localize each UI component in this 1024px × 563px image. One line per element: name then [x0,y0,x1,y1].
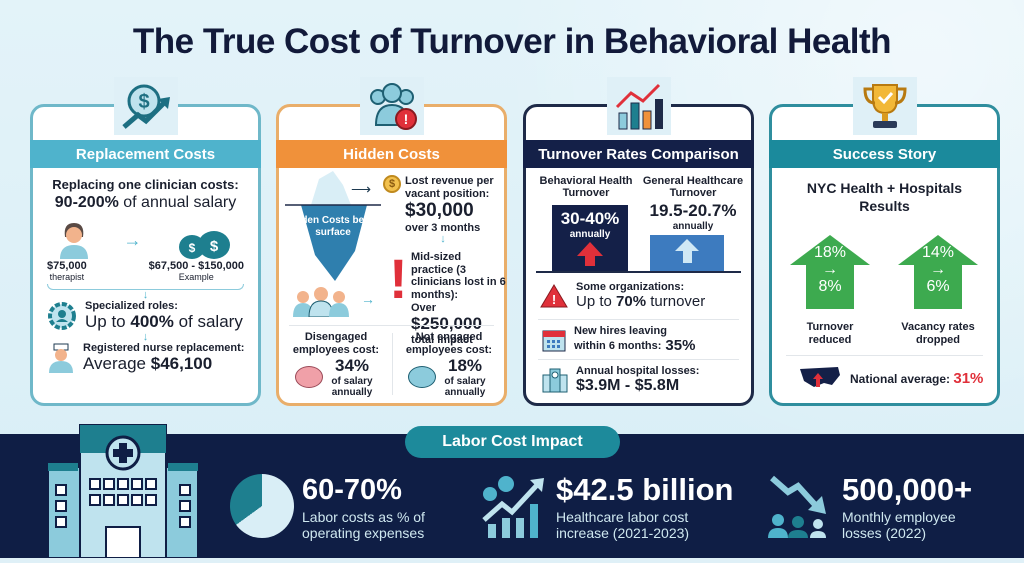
calendar-icon [542,330,566,351]
pie-chart-icon [230,474,294,538]
trophy-icon [852,77,917,135]
svg-text:$: $ [188,241,195,255]
arrow-down-icon: ↓ [142,289,149,301]
nurse-value: Average $46,100 [83,354,213,373]
clinicians-icon [291,285,351,322]
svg-text:!: ! [552,292,556,307]
labor-stat-2: $42.5 billion Healthcare labor cost incre… [556,472,734,542]
vacancy-dropped-arrow: 14% → 6% [898,235,978,309]
turnover-rates-header: Turnover Rates Comparison [523,140,754,168]
success-org: NYC Health + Hospitals Results [806,180,963,215]
gear-person-icon [48,302,76,330]
hospital-icon [542,368,568,393]
practice-impact-value: $250,000 [411,313,482,333]
people-alert-icon: ! [359,77,424,135]
hospital-losses-value: $3.9M - $5.8M [576,377,680,394]
therapist-salary: $75,000 [47,260,87,272]
replacement-cost-range: $67,500 - $150,000 [148,260,244,272]
labor-stat-1: 60-70% Labor costs as % of operating expe… [302,474,425,542]
hidden-costs-card: ! Hidden Costs Hidden Costs below surfac… [276,77,507,406]
nurse-icon [49,343,73,373]
notengaged-value: 18% [447,356,483,376]
employee-loss-icon [768,474,832,545]
bar-chart-trend-icon [606,77,671,135]
money-bags-icon: $ $ [178,231,230,259]
labor-cost-header: Labor Cost Impact [405,426,620,458]
cost-growth-icon [480,474,546,545]
replacement-intro: Replacing one clinician costs: [52,177,239,192]
iceberg-label: Hidden Costs below surface [285,215,381,238]
svg-text:$: $ [138,91,149,113]
specialized-value: Up to 400% of salary [85,312,243,331]
general-healthcare-bar [650,235,724,271]
hospital-building-icon [44,423,202,563]
turnover-rates-card: Turnover Rates Comparison Behavioral Hea… [523,77,754,406]
success-story-header: Success Story [769,140,1000,168]
page-title: The True Cost of Turnover in Behavioral … [132,22,892,61]
general-healthcare-value: 19.5-20.7% [649,201,737,220]
warning-icon: ! [540,283,568,307]
brain-icon [295,366,323,389]
new-hires-value: 35% [665,337,696,354]
replacement-range: 90-200% of annual salary [54,194,237,211]
disengaged-value: 34% [334,356,370,376]
svg-text:!: ! [403,111,408,127]
arrow-right-icon: → [123,229,142,250]
iceberg-graphic: Hidden Costs below surface [285,171,381,281]
brain-icon [408,366,436,389]
coin-icon: $ [383,175,401,193]
svg-text:$: $ [210,238,219,255]
behavioral-health-bar: 30-40% annually [552,205,628,271]
arrow-up-icon [577,242,603,256]
orgs-turnover-value: Up to 70% turnover [576,293,706,310]
turnover-reduced-arrow: 18% → 8% [790,235,870,309]
hidden-costs-header: Hidden Costs [276,140,507,168]
therapist-icon [60,223,89,259]
lost-revenue-value: $30,000 [405,200,474,222]
dollar-growth-icon: $ [113,77,178,135]
us-map-icon [800,367,840,387]
exclamation-icon: ! [389,247,408,310]
national-average: National average: 31% [850,369,984,387]
labor-stat-3: 500,000+ Monthly employee losses (2022) [842,472,973,542]
replacement-costs-card: $ Replacement Costs Replacing one clinic… [30,77,261,406]
success-story-card: Success Story NYC Health + Hospitals Res… [769,77,1000,406]
replacement-costs-header: Replacement Costs [30,140,261,168]
